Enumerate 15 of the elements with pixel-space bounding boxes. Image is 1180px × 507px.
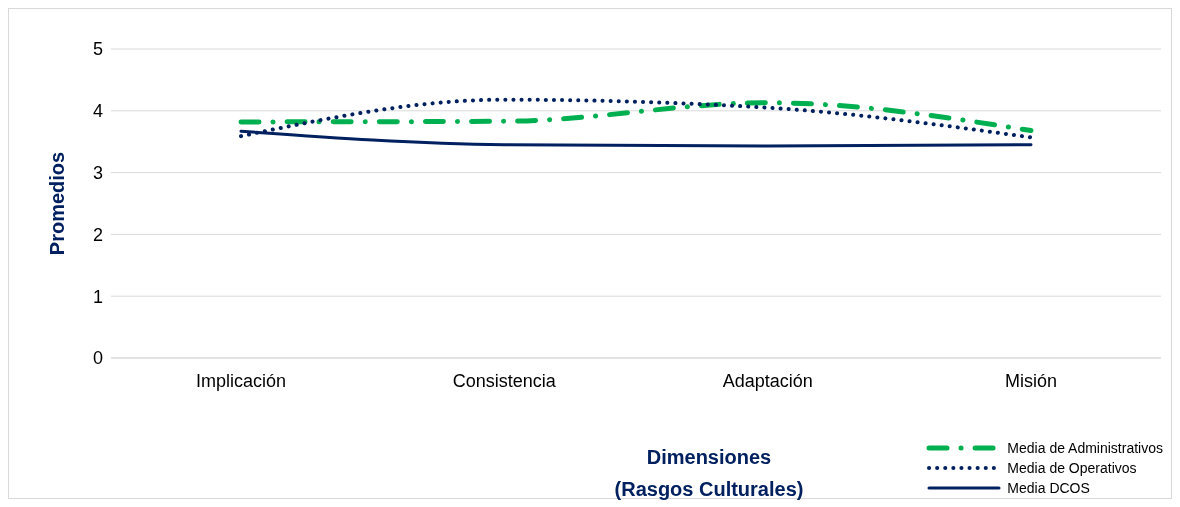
x-tick-label: Implicación xyxy=(195,370,287,391)
y-axis-title: Promedios xyxy=(46,151,69,256)
y-tick-label: 5 xyxy=(92,39,103,60)
y-tick-label: 1 xyxy=(92,286,103,307)
y-tick-label: 3 xyxy=(92,162,103,183)
x-axis-title: Dimensiones (Rasgos Culturales) xyxy=(614,446,804,500)
x-tick-label: Adaptación xyxy=(722,370,813,391)
y-tick-label: 2 xyxy=(92,224,103,245)
x-tick-label: Misión xyxy=(1004,370,1058,391)
y-tick-label: 0 xyxy=(92,348,103,369)
legend-label: Media de Administrativos xyxy=(1007,440,1164,456)
legend-label: Media de Operativos xyxy=(1007,460,1138,476)
legend-label: Media DCOS xyxy=(1007,480,1091,496)
x-tick-label: Consistencia xyxy=(452,370,557,391)
y-tick-label: 4 xyxy=(92,101,103,122)
